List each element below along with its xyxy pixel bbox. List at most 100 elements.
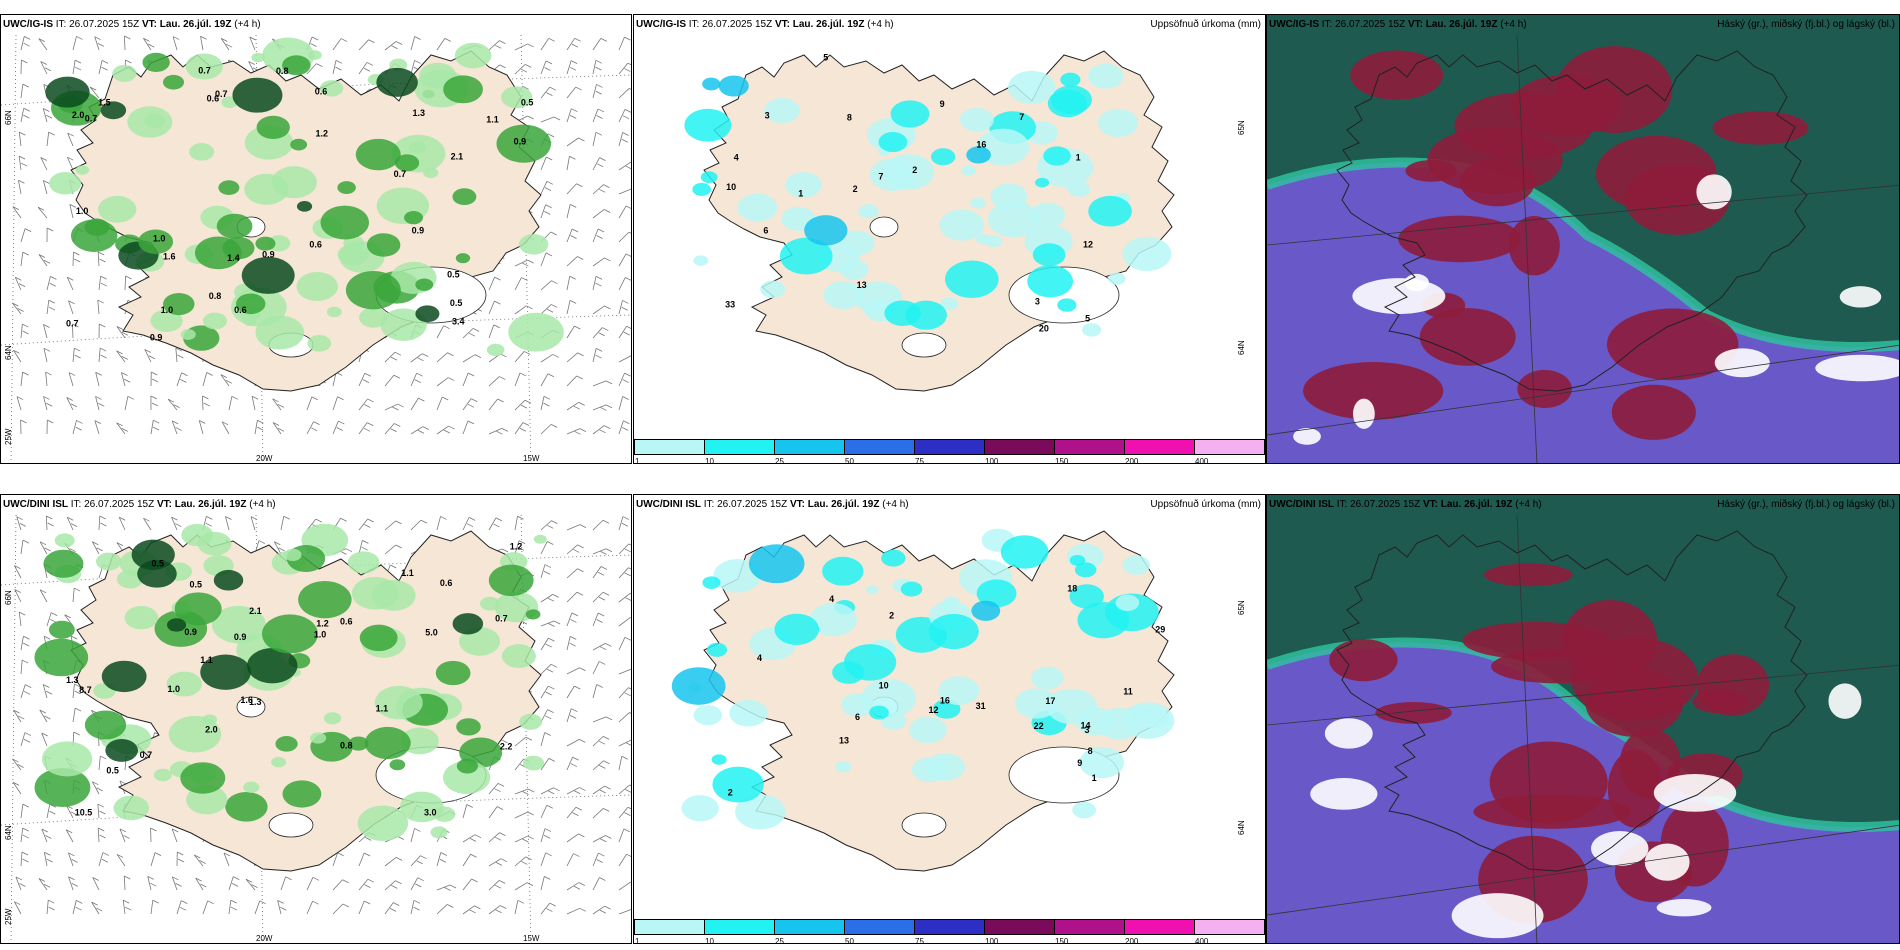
myrdalsjokull-glacier	[901, 812, 947, 838]
wind-barb	[198, 420, 206, 435]
colorbar-tick: 1	[635, 937, 640, 944]
wind-barb	[68, 300, 75, 315]
wind-barb	[566, 667, 586, 675]
wind-barb	[332, 420, 345, 435]
wind-barb	[566, 739, 586, 747]
wind-barb	[13, 709, 25, 723]
panel-clouds-ig: UWC/IG-IS IT: 26.07.2025 15Z VT: Lau. 26…	[1266, 14, 1900, 464]
precip-value-label: 0.5	[151, 558, 164, 568]
wind-barb	[566, 524, 587, 531]
precip-value-label: 0.6	[309, 239, 322, 249]
precip-cell	[1047, 89, 1088, 118]
wind-barb	[488, 398, 504, 411]
precip-cell	[702, 77, 721, 91]
precip-field	[34, 523, 547, 841]
mid-cloud-field	[1329, 563, 1770, 924]
wind-barb	[13, 349, 22, 363]
header-model: UWC/DINI ISL	[3, 499, 68, 510]
wind-barb	[462, 327, 480, 339]
wind-barb	[221, 421, 230, 435]
wind-barb	[14, 565, 22, 579]
wind-barb	[462, 878, 478, 891]
precip-value-label: 0.7	[215, 89, 228, 99]
precip-cell	[166, 671, 202, 697]
wind-barb	[488, 806, 504, 819]
wind-barb	[592, 877, 606, 891]
precip-cell	[138, 229, 174, 254]
precip-cell	[355, 138, 401, 171]
wind-barb	[384, 857, 403, 867]
precip-cell	[42, 741, 93, 777]
precip-value-label: 0.7	[198, 65, 211, 75]
wind-barb	[592, 305, 611, 315]
wind-barb	[358, 39, 375, 51]
clear-patch	[1591, 831, 1649, 866]
wind-barb	[98, 323, 106, 339]
precip-cell	[244, 173, 289, 205]
wind-barb	[254, 900, 266, 915]
precip-cell	[243, 781, 260, 793]
wind-barb	[618, 420, 630, 435]
wind-barb	[566, 882, 586, 891]
wind-barb	[228, 899, 238, 915]
precip-cell	[692, 182, 711, 196]
wind-barb	[332, 903, 350, 915]
precip-cell	[713, 559, 762, 593]
precip-cell	[415, 305, 440, 323]
precip-cell	[194, 236, 242, 270]
wind-barb	[514, 305, 533, 315]
wind-barb	[514, 515, 524, 531]
precip-cell	[961, 165, 976, 176]
wind-barb	[150, 827, 157, 843]
wind-barb	[566, 204, 577, 219]
colorbar-segment: 150	[1054, 439, 1124, 463]
precip-value-label: 1.6	[240, 695, 253, 705]
wind-barb	[540, 732, 551, 747]
precip-value-label: 29	[1155, 625, 1165, 635]
wind-barb	[540, 758, 556, 771]
mid-cloud-cell	[1517, 369, 1572, 409]
wind-barb	[540, 373, 555, 387]
precip-cell	[1057, 298, 1077, 312]
header-model: UWC/IG-IS	[3, 19, 53, 30]
precip-cell	[959, 107, 994, 132]
wind-barb	[436, 377, 455, 387]
wind-barb	[384, 544, 402, 555]
wind-barb	[15, 876, 26, 891]
axis-tick-25w: 25W	[4, 428, 13, 445]
mid-cloud-cell	[1595, 135, 1717, 212]
precip-cell	[1060, 72, 1081, 87]
wind-barb	[488, 905, 507, 915]
wind-barb	[20, 684, 32, 699]
precip-value-label: 4	[829, 594, 834, 604]
wind-barb	[72, 900, 83, 915]
mid-cloud-cell	[1483, 563, 1573, 587]
precip-cell	[351, 576, 399, 610]
precip-cell	[501, 644, 536, 669]
wind-barb	[592, 519, 610, 531]
precip-cell	[197, 531, 232, 556]
wind-barb	[592, 347, 603, 363]
wind-barb	[167, 398, 180, 411]
iceland-outline	[1336, 50, 1808, 392]
wind-barb	[462, 398, 478, 411]
wind-barb	[39, 589, 48, 603]
wind-barb	[618, 567, 631, 579]
precip-cell	[290, 138, 308, 151]
wind-barb	[566, 401, 585, 411]
wind-barb	[436, 325, 450, 339]
wind-barb	[410, 519, 428, 531]
wind-barb	[98, 347, 107, 363]
precip-cell	[748, 544, 805, 584]
precip-cell	[834, 760, 852, 773]
precip-cell	[905, 300, 947, 330]
wind-barb	[44, 851, 53, 867]
clear-patch	[1644, 843, 1690, 881]
colorbar-segment: 10	[704, 919, 774, 943]
wind-barb	[46, 419, 54, 435]
wind-barb	[436, 884, 457, 891]
wind-barb	[223, 852, 231, 867]
wind-barb	[618, 36, 631, 51]
precip-cell	[443, 760, 491, 795]
colorbar-tick: 75	[915, 457, 924, 464]
